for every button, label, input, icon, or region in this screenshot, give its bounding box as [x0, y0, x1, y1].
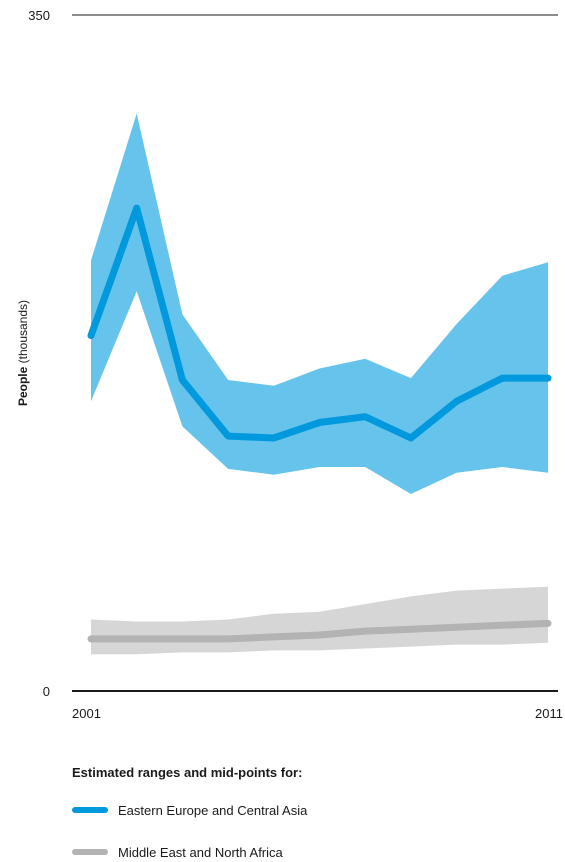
midpoint-line-eastern-europe	[87, 204, 552, 442]
legend-label-middle-east: Middle East and North Africa	[118, 844, 283, 860]
legend-item-eastern-europe: Eastern Europe and Central Asia	[72, 800, 307, 820]
legend-item-middle-east: Middle East and North Africa	[72, 842, 283, 862]
y-tick-label-max: 350	[28, 8, 50, 23]
y-tick-label-min: 0	[43, 684, 50, 699]
midpoint-line-middle-east	[87, 619, 552, 643]
legend-label-eastern-europe: Eastern Europe and Central Asia	[118, 802, 308, 818]
y-axis-title: People (thousands)	[16, 300, 30, 406]
range-band-middle-east	[91, 586, 548, 655]
legend-swatch-eastern-europe	[72, 807, 108, 813]
y-axis-title-rest: (thousands)	[16, 300, 30, 367]
legend-title: Estimated ranges and mid-points for:	[72, 765, 303, 780]
y-axis-title-bold: People	[16, 366, 30, 406]
band-layer	[91, 113, 548, 655]
x-tick-label-start: 2001	[72, 706, 101, 721]
x-tick-label-end: 2011	[535, 706, 563, 721]
range-band-eastern-europe	[91, 113, 548, 494]
legend-swatch-middle-east	[72, 849, 108, 855]
line-layer	[87, 204, 552, 643]
